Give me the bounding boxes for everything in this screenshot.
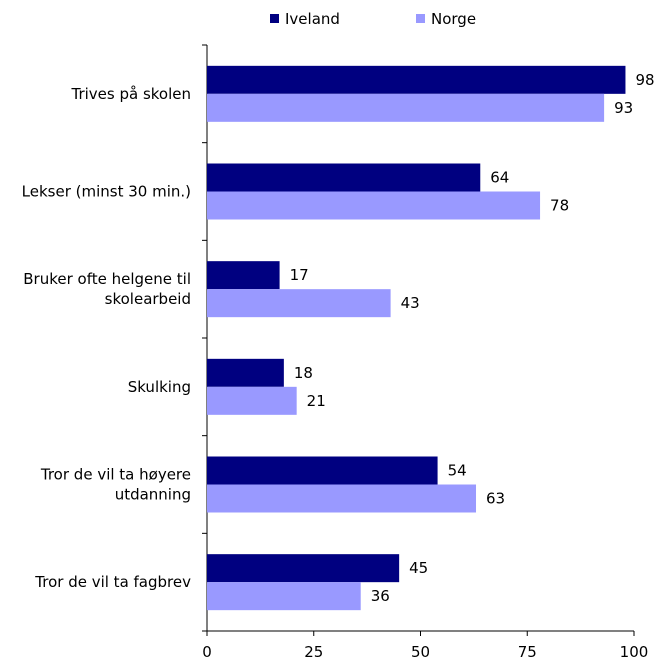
x-tick-label: 50	[411, 643, 430, 661]
bar-iveland	[207, 65, 626, 94]
bar-iveland	[207, 554, 400, 583]
legend-label-norge: Norge	[431, 10, 476, 28]
x-tick-label: 75	[518, 643, 537, 661]
category-label: Tror de vil ta høyere	[40, 466, 191, 484]
data-label: 93	[614, 99, 633, 117]
bar-norge	[207, 93, 605, 122]
bar-iveland	[207, 163, 481, 192]
data-label: 18	[294, 364, 313, 382]
category-label: Tror de vil ta fagbrev	[34, 573, 191, 591]
x-tick-label: 100	[620, 643, 649, 661]
data-label: 45	[409, 559, 428, 577]
category-label: skolearbeid	[105, 290, 191, 308]
data-label: 78	[550, 197, 569, 215]
bar-iveland	[207, 358, 284, 387]
category-label: Trives på skolen	[70, 85, 191, 103]
category-label: Lekser (minst 30 min.)	[22, 183, 191, 201]
legend-swatch-iveland	[270, 14, 279, 23]
bar-norge	[207, 484, 477, 513]
category-label: Skulking	[128, 378, 191, 396]
data-label: 63	[486, 490, 505, 508]
legend-label-iveland: Iveland	[285, 10, 340, 28]
category-label: utdanning	[115, 486, 191, 504]
data-label: 21	[307, 392, 326, 410]
category-label: Bruker ofte helgene til	[23, 270, 191, 288]
data-label: 54	[448, 462, 467, 480]
data-label: 98	[635, 71, 654, 89]
x-tick-label: 0	[202, 643, 212, 661]
data-label: 36	[371, 587, 390, 605]
bar-norge	[207, 191, 541, 220]
bar-norge	[207, 289, 391, 318]
legend-swatch-norge	[416, 14, 425, 23]
data-label: 64	[490, 169, 509, 187]
data-label: 43	[401, 294, 420, 312]
bar-norge	[207, 386, 297, 415]
data-label: 17	[290, 266, 309, 284]
x-tick-label: 25	[304, 643, 323, 661]
bar-iveland	[207, 456, 438, 485]
bar-iveland	[207, 261, 280, 290]
bar-norge	[207, 582, 361, 611]
